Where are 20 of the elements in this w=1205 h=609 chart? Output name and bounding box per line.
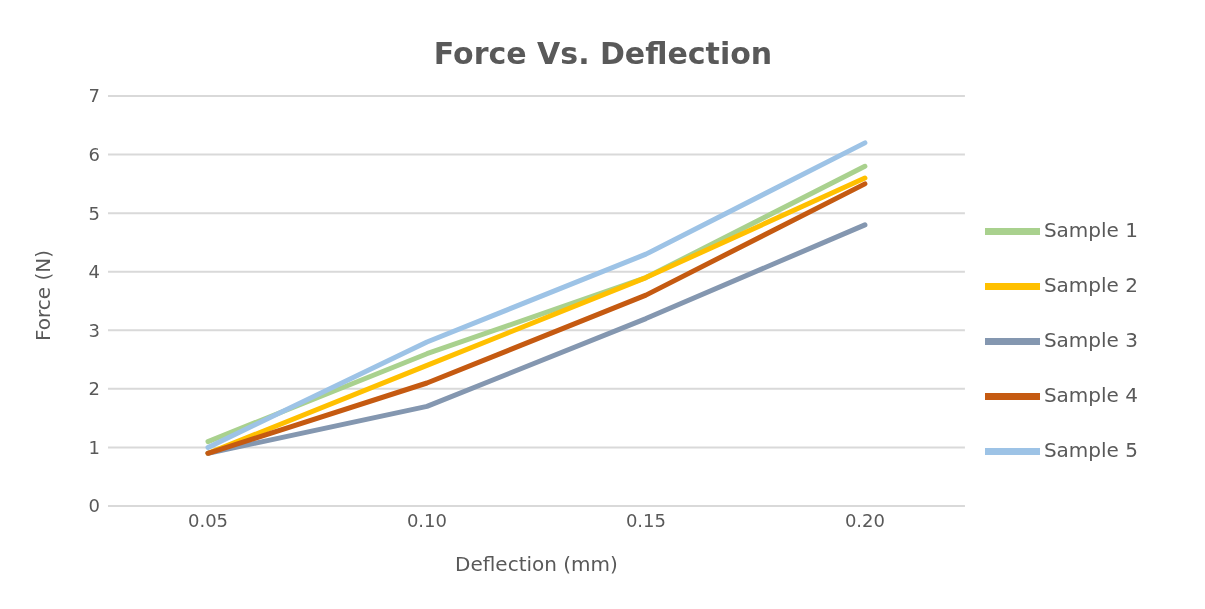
x-axis-title: Deflection (mm)	[455, 552, 618, 576]
y-tick-label: 6	[88, 143, 100, 165]
legend-label: Sample 3	[1043, 327, 1138, 352]
y-tick-label: 0	[88, 495, 100, 517]
y-tick-label: 7	[88, 85, 100, 107]
y-tick-label: 4	[88, 261, 100, 283]
x-tick-label: 0.05	[187, 509, 229, 531]
y-tick-label: 3	[88, 319, 100, 341]
x-tick-label: 0.15	[625, 509, 666, 531]
legend-label: Sample 1	[1043, 217, 1138, 242]
legend-label: Sample 4	[1043, 382, 1138, 407]
legend-label: Sample 5	[1043, 437, 1138, 462]
x-tick-label: 0.20	[844, 509, 885, 531]
chart-title: Force Vs. Deflection	[432, 35, 774, 73]
y-tick-label: 1	[88, 436, 100, 458]
y-tick-label: 2	[88, 378, 100, 400]
legend-label: Sample 2	[1043, 272, 1138, 297]
x-tick-label: 0.10	[406, 509, 448, 531]
y-axis-title: Force (N)	[31, 249, 56, 341]
y-tick-label: 5	[88, 202, 100, 224]
